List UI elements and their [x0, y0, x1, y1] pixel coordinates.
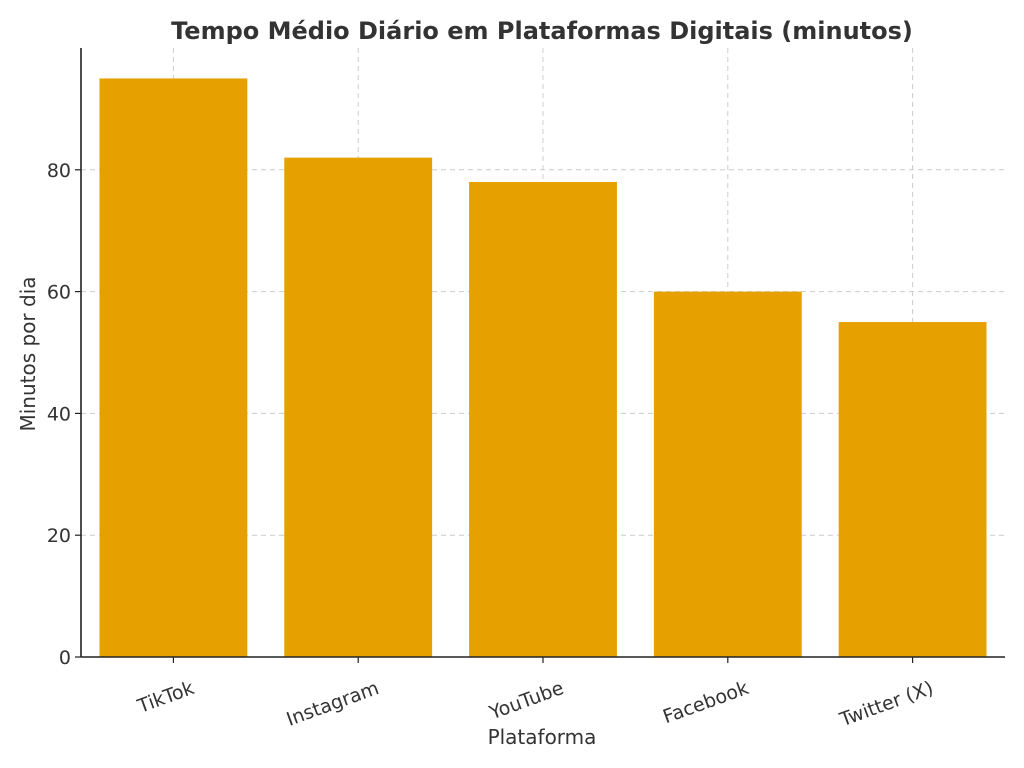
bars-layer [99, 78, 987, 658]
y-tick-label: 20 [47, 525, 71, 547]
bar-facebook [653, 291, 802, 657]
chart-title: Tempo Médio Diário em Plataformas Digita… [171, 17, 913, 45]
x-tick-label: YouTube [486, 677, 567, 724]
x-tick-label: TikTok [134, 677, 197, 718]
bar-twitter-x [838, 322, 987, 657]
x-tick-label: Twitter (X) [836, 677, 936, 731]
bar-instagram [284, 157, 433, 657]
x-axis-label: Plataforma [488, 725, 597, 749]
y-tick-label: 80 [47, 160, 71, 182]
x-tick-label: Facebook [660, 677, 751, 728]
y-tick-label: 40 [47, 403, 71, 425]
bar-tiktok [99, 78, 248, 657]
y-tick-label: 60 [47, 282, 71, 304]
y-tick-label: 0 [59, 647, 71, 669]
x-tick-label: Instagram [284, 677, 382, 731]
bar-youtube [469, 181, 617, 658]
y-axis-label: Minutos por dia [16, 276, 40, 431]
